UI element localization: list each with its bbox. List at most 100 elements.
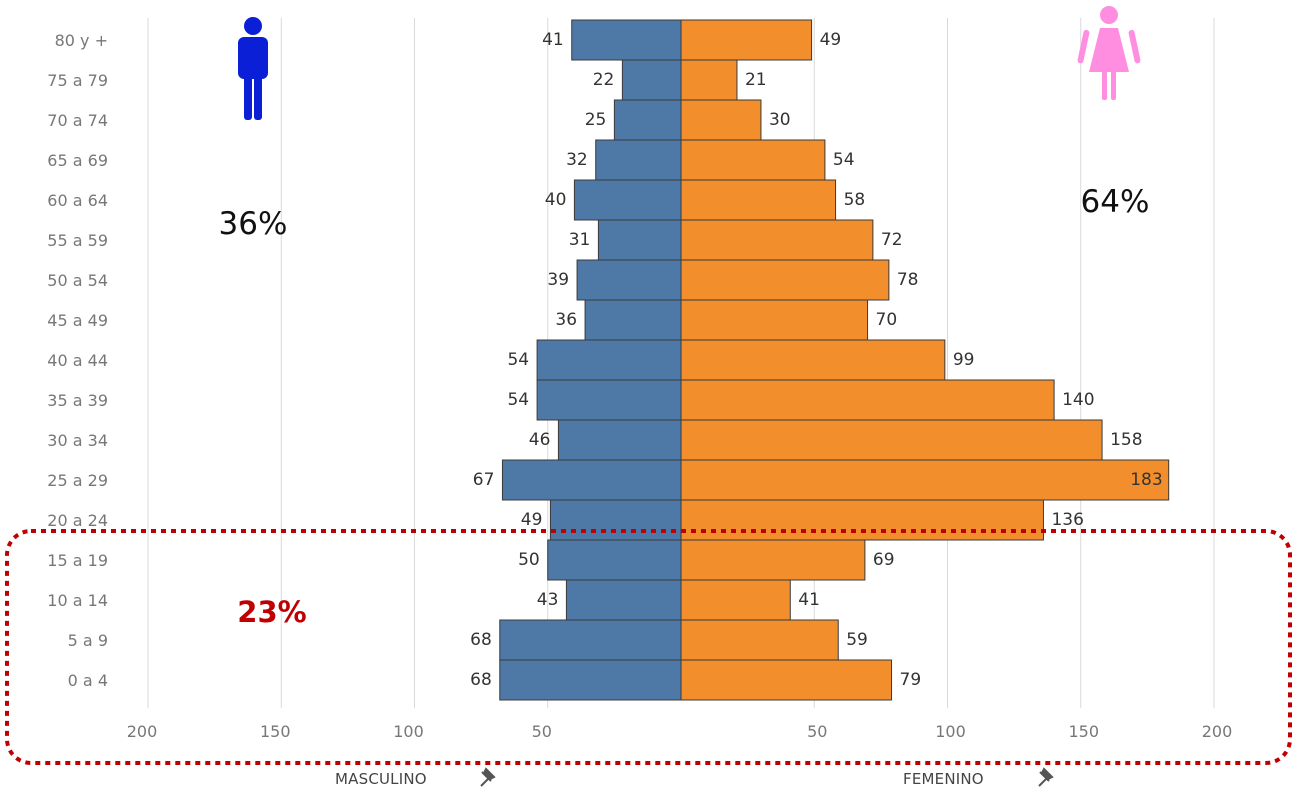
male-value-label: 54	[507, 350, 529, 370]
female-bar[interactable]	[680, 99, 762, 141]
female-bar[interactable]	[680, 579, 791, 621]
age-group-label: 5 a 9	[68, 631, 108, 650]
male-value-label: 67	[473, 470, 495, 490]
male-bar[interactable]	[613, 99, 682, 141]
male-bar[interactable]	[557, 419, 682, 461]
male-value-label: 31	[569, 230, 591, 250]
x-tick-labels: 200 200 150 150 100 100 50 50	[127, 722, 1233, 741]
male-bar[interactable]	[565, 579, 682, 621]
female-value-label: 70	[876, 310, 898, 330]
female-value-label: 99	[953, 350, 975, 370]
female-bar[interactable]	[680, 59, 738, 101]
male-value-label: 50	[518, 550, 540, 570]
female-bar[interactable]	[680, 499, 1044, 541]
female-bar[interactable]	[680, 179, 837, 221]
age-group-label: 60 a 64	[47, 191, 108, 210]
female-bar[interactable]	[680, 339, 946, 381]
female-value-label: 140	[1062, 390, 1094, 410]
male-bar[interactable]	[573, 179, 682, 221]
male-bar[interactable]	[576, 259, 682, 301]
female-bar[interactable]	[680, 259, 890, 301]
female-value-label: 183	[1130, 470, 1162, 490]
male-value-label: 25	[585, 110, 607, 130]
female-bar[interactable]	[680, 379, 1055, 421]
pin-icon[interactable]	[480, 767, 496, 787]
bars	[499, 19, 1170, 701]
age-group-label: 45 a 49	[47, 311, 108, 330]
x-tick-label: 100	[393, 722, 424, 741]
data-labels: 41 49 22 21 25 30 32 54 40 58 31 72 39 78 36 70 54 99 54 14…	[470, 30, 1163, 690]
male-value-label: 49	[521, 510, 543, 530]
age-group-label: 35 a 39	[47, 391, 108, 410]
female-value-label: 49	[820, 30, 842, 50]
age-group-label: 40 a 44	[47, 351, 108, 370]
pin-icon[interactable]	[1038, 767, 1054, 787]
male-bar[interactable]	[549, 499, 682, 541]
age-group-label: 75 a 79	[47, 71, 108, 90]
female-value-label: 158	[1110, 430, 1142, 450]
male-bar[interactable]	[499, 619, 682, 661]
age-group-label: 15 a 19	[47, 551, 108, 570]
male-value-label: 40	[545, 190, 567, 210]
female-value-label: 59	[846, 630, 868, 650]
male-value-label: 43	[537, 590, 559, 610]
male-bar[interactable]	[536, 339, 682, 381]
female-bar[interactable]	[680, 419, 1103, 461]
x-tick-label: 150	[260, 722, 291, 741]
x-tick-label: 200	[1202, 722, 1233, 741]
male-bar[interactable]	[499, 659, 682, 701]
female-percent-label: 64%	[1081, 184, 1150, 220]
female-bar[interactable]	[680, 539, 866, 581]
male-value-label: 22	[593, 70, 615, 90]
x-tick-label: 200	[127, 722, 158, 741]
female-figure-icon	[1077, 6, 1141, 100]
female-value-label: 136	[1051, 510, 1083, 530]
age-group-label: 65 a 69	[47, 151, 108, 170]
male-percent-label: 36%	[219, 206, 288, 242]
female-bar[interactable]	[680, 219, 874, 261]
male-bar[interactable]	[547, 539, 682, 581]
male-axis-title: MASCULINO	[335, 770, 427, 788]
female-value-label: 79	[900, 670, 922, 690]
female-bar[interactable]	[680, 459, 1170, 501]
female-value-label: 69	[873, 550, 895, 570]
x-tick-label: 100	[935, 722, 966, 741]
female-bar[interactable]	[680, 19, 813, 61]
age-axis-labels: 80 y + 75 a 79 70 a 74 65 a 69 60 a 64 55 a 5…	[47, 31, 108, 690]
male-value-label: 68	[470, 630, 492, 650]
male-bar[interactable]	[597, 219, 682, 261]
male-figure-icon	[238, 17, 268, 120]
age-group-label: 20 a 24	[47, 511, 108, 530]
male-value-label: 46	[529, 430, 551, 450]
male-value-label: 54	[507, 390, 529, 410]
age-group-label: 50 a 54	[47, 271, 108, 290]
male-bar[interactable]	[571, 19, 682, 61]
age-group-label: 55 a 59	[47, 231, 108, 250]
female-bar[interactable]	[680, 299, 869, 341]
highlight-percent-label: 23%	[237, 595, 306, 629]
female-bar[interactable]	[680, 139, 826, 181]
female-bar[interactable]	[680, 659, 893, 701]
x-tick-label: 50	[532, 722, 552, 741]
age-group-label: 70 a 74	[47, 111, 108, 130]
female-bar[interactable]	[680, 619, 839, 661]
age-group-label: 10 a 14	[47, 591, 108, 610]
male-value-label: 36	[555, 310, 577, 330]
female-value-label: 41	[798, 590, 820, 610]
male-bar[interactable]	[536, 379, 682, 421]
female-value-label: 72	[881, 230, 903, 250]
grid-lines	[147, 18, 1215, 708]
highlight-box	[5, 529, 1292, 765]
male-bar[interactable]	[595, 139, 682, 181]
age-group-label: 80 y +	[55, 31, 108, 50]
female-axis-title: FEMENINO	[903, 770, 984, 788]
x-tick-label: 50	[807, 722, 827, 741]
male-value-label: 39	[547, 270, 569, 290]
male-bar[interactable]	[621, 59, 682, 101]
age-group-label: 25 a 29	[47, 471, 108, 490]
male-value-label: 32	[566, 150, 588, 170]
male-bar[interactable]	[501, 459, 682, 501]
male-bar[interactable]	[584, 299, 682, 341]
x-tick-label: 150	[1068, 722, 1099, 741]
